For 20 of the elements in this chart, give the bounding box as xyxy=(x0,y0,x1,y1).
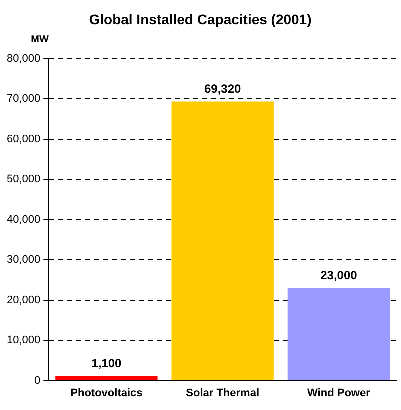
data-label: 69,320 xyxy=(204,82,242,96)
bar xyxy=(288,288,390,380)
y-tick-label: 20,000 xyxy=(6,294,41,306)
y-axis-title: MW xyxy=(31,34,50,46)
y-tick-label: 80,000 xyxy=(6,52,41,65)
y-tick-label: 70,000 xyxy=(6,93,41,106)
y-tick-label: 30,000 xyxy=(6,254,41,266)
data-label: 1,100 xyxy=(92,356,122,371)
x-tick-label: Wind Power xyxy=(308,387,372,400)
bar xyxy=(172,102,274,380)
chart-title: Global Installed Capacities (2001) xyxy=(89,11,312,28)
y-tick-label: 40,000 xyxy=(6,214,41,226)
y-tick-label: 60,000 xyxy=(6,133,41,146)
data-label: 23,000 xyxy=(320,268,358,283)
y-tick-label: 0 xyxy=(34,374,41,387)
x-tick-label: Photovoltaics xyxy=(70,387,143,400)
x-tick-label: Solar Thermal xyxy=(186,387,260,400)
y-tick-label: 50,000 xyxy=(6,174,41,186)
bar xyxy=(56,376,158,380)
y-tick-label: 10,000 xyxy=(6,334,41,347)
